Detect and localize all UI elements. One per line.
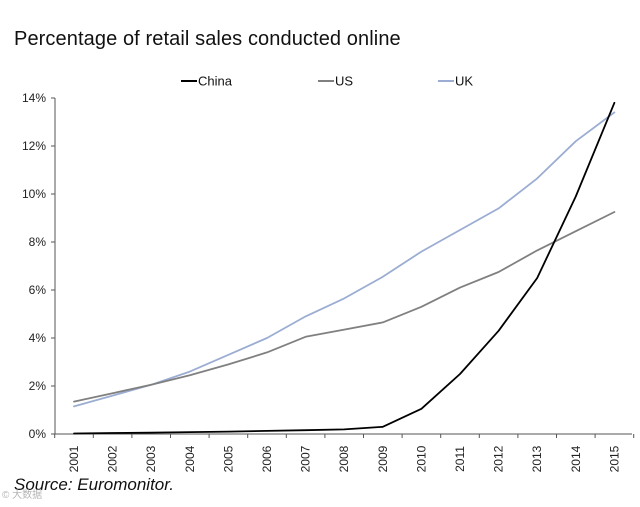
x-tick-label: 2001 [67, 445, 81, 472]
data-point-china [613, 102, 615, 104]
data-point-china [420, 408, 422, 410]
data-point-china [498, 330, 500, 332]
y-tick-label: 8% [29, 235, 47, 249]
data-point-uk [73, 405, 75, 407]
data-point-us [420, 306, 422, 308]
data-point-uk [498, 207, 500, 209]
data-point-us [227, 363, 229, 365]
watermark: © 大数据 [2, 490, 43, 501]
y-tick-label: 0% [29, 427, 47, 441]
data-point-us [73, 401, 75, 403]
x-tick-label: 2015 [607, 445, 621, 472]
data-point-us [536, 249, 538, 251]
data-point-china [227, 431, 229, 433]
data-point-us [343, 329, 345, 331]
series-lines [73, 101, 616, 435]
x-tick-label: 2003 [144, 445, 158, 472]
chart-title: Percentage of retail sales conducted onl… [14, 28, 401, 50]
data-point-china [112, 432, 114, 434]
y-tick-label: 14% [22, 91, 46, 105]
x-tick-label: 2011 [453, 446, 467, 472]
data-point-uk [459, 229, 461, 231]
data-point-uk [382, 276, 384, 278]
legend-label-us: US [335, 74, 353, 89]
x-tick-label: 2005 [221, 445, 235, 472]
x-tick-label: 2013 [530, 445, 544, 472]
data-point-uk [266, 337, 268, 339]
legend-label-uk: UK [455, 74, 473, 89]
y-axis: 0% 2% 4% 6% 8% 10% 12% 14% [22, 91, 56, 441]
data-point-us [613, 211, 615, 213]
x-tick-label: 2009 [376, 445, 390, 472]
data-point-uk [343, 297, 345, 299]
data-point-us [266, 351, 268, 353]
data-point-uk [189, 371, 191, 373]
series-line-us [73, 211, 616, 403]
data-point-us [112, 392, 114, 394]
source-note: Source: Euromonitor. [14, 475, 174, 494]
legend: China US UK [181, 74, 473, 89]
x-tick-label: 2014 [569, 445, 583, 472]
data-point-uk [575, 140, 577, 142]
data-point-china [73, 433, 75, 435]
data-point-china [536, 277, 538, 279]
y-tick-label: 2% [29, 379, 47, 393]
series-line-uk [73, 111, 616, 408]
data-point-china [266, 430, 268, 432]
data-point-us [150, 384, 152, 386]
x-tick-label: 2010 [414, 445, 428, 472]
y-tick-label: 4% [29, 331, 47, 345]
data-point-china [150, 432, 152, 434]
data-point-china [305, 429, 307, 431]
data-point-uk [227, 354, 229, 356]
data-point-uk [536, 177, 538, 179]
data-point-us [498, 271, 500, 273]
data-point-us [459, 287, 461, 289]
data-point-us [575, 230, 577, 232]
data-point-china [459, 373, 461, 375]
data-point-us [305, 336, 307, 338]
series-line-china [73, 101, 616, 435]
data-point-uk [112, 395, 114, 397]
legend-label-china: China [198, 74, 233, 89]
data-point-uk [305, 315, 307, 317]
data-point-us [189, 374, 191, 376]
x-tick-label: 2006 [260, 445, 274, 472]
data-point-china [382, 426, 384, 428]
y-tick-label: 6% [29, 283, 47, 297]
x-tick-label: 2007 [299, 445, 313, 472]
x-tick-label: 2002 [106, 445, 120, 472]
data-point-uk [613, 111, 615, 113]
x-tick-label: 2004 [183, 445, 197, 472]
y-tick-label: 12% [22, 139, 46, 153]
x-axis: 2001 2002 2003 2004 2005 2006 2007 2008 2009 2010… [54, 433, 635, 472]
data-point-china [575, 195, 577, 197]
x-tick-label: 2012 [492, 445, 506, 472]
data-point-uk [420, 251, 422, 253]
x-tick-label: 2008 [337, 445, 351, 472]
y-tick-label: 10% [22, 187, 46, 201]
data-point-china [189, 431, 191, 433]
data-point-us [382, 321, 384, 323]
data-point-china [343, 428, 345, 430]
